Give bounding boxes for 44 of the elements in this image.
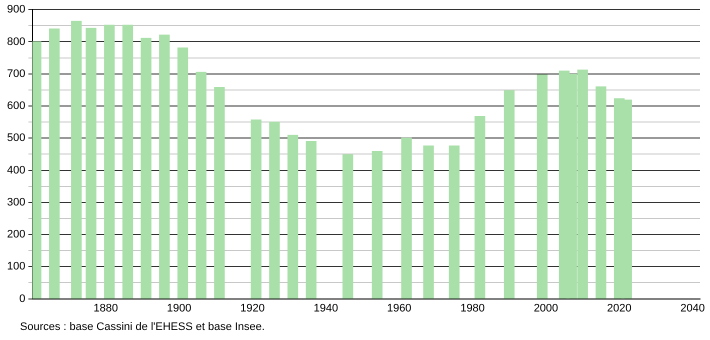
y-tick-label: 700 — [6, 68, 26, 80]
y-tick-label: 500 — [6, 132, 26, 144]
y-tick-label: 800 — [6, 36, 26, 48]
source-note: Sources : base Cassini de l'EHESS et base Insee. — [20, 321, 265, 333]
bar — [287, 134, 298, 299]
bar — [596, 86, 606, 299]
bar — [104, 24, 115, 299]
x-tick-label: 1880 — [93, 302, 118, 314]
x-tick-label: 1960 — [386, 302, 412, 314]
x-tick-label: 2000 — [534, 302, 558, 314]
bar — [159, 34, 170, 299]
bar — [86, 28, 96, 299]
bar — [250, 119, 262, 299]
x-tick-label: 1920 — [240, 302, 265, 314]
bar — [214, 87, 225, 299]
bar — [269, 122, 280, 299]
bar — [342, 154, 354, 299]
bar — [32, 41, 42, 299]
bar — [196, 72, 206, 299]
bar — [474, 116, 486, 299]
bar — [536, 74, 548, 299]
y-tick-label: 200 — [6, 228, 26, 241]
bar — [49, 28, 60, 299]
x-tick-label: 1940 — [314, 302, 338, 314]
y-tick-label: 400 — [6, 164, 26, 176]
y-tick-label: 100 — [6, 260, 26, 273]
bar — [177, 48, 188, 299]
bar — [140, 38, 152, 299]
bar — [504, 90, 515, 299]
x-tick-label: 1900 — [166, 302, 192, 314]
bar — [122, 24, 134, 299]
x-tick-label: 2040 — [680, 302, 705, 314]
x-tick-label: 2020 — [607, 302, 632, 314]
x-tick-label: 1980 — [460, 302, 485, 314]
y-tick-label: 600 — [6, 100, 26, 112]
bar — [423, 146, 434, 299]
bar — [372, 150, 383, 299]
y-tick-label: 300 — [6, 196, 26, 208]
y-tick-label: 900 — [6, 4, 26, 16]
bar — [401, 138, 412, 299]
bar — [71, 20, 82, 299]
bar — [306, 141, 316, 299]
y-tick-label: 0 — [19, 292, 26, 305]
bar — [448, 146, 460, 299]
